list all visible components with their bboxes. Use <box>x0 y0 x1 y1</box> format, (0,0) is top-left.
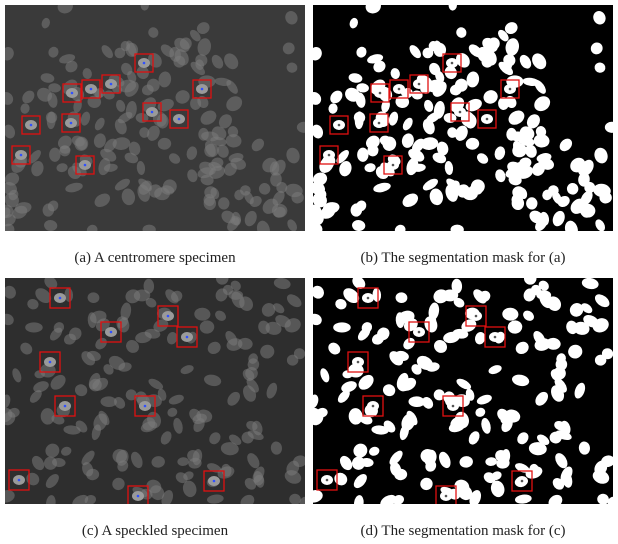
cell-marker <box>398 88 401 91</box>
caption: (c) A speckled specimen <box>82 523 229 539</box>
cell-marker <box>367 297 370 300</box>
cell-marker <box>378 122 381 125</box>
panel-b-mask <box>305 0 618 239</box>
cell-marker <box>186 336 189 339</box>
panel-a-image <box>0 0 311 239</box>
panel-content <box>305 0 618 239</box>
cell-marker <box>451 62 454 65</box>
cell-marker <box>64 405 67 408</box>
cell-marker <box>328 154 331 157</box>
cell-marker <box>70 122 73 125</box>
cell-marker <box>110 83 113 86</box>
cell-marker <box>49 361 52 364</box>
cell-marker <box>18 479 21 482</box>
cell-marker <box>201 88 204 91</box>
cell-marker <box>372 405 375 408</box>
cell-marker <box>486 118 489 121</box>
caption: (d) The segmentation mask for (c) <box>360 523 565 539</box>
cell-marker <box>379 92 382 95</box>
cell-marker <box>326 479 329 482</box>
cell-marker <box>178 118 181 121</box>
cell-marker <box>418 83 421 86</box>
cell-marker <box>521 480 524 483</box>
cell-marker <box>445 495 448 498</box>
cell-marker <box>494 336 497 339</box>
page: (a) A centromere specimen (b) The segmen… <box>0 0 618 544</box>
cell-marker <box>137 495 140 498</box>
panel-c-image <box>0 272 312 512</box>
cell-marker <box>167 315 170 318</box>
cell-marker <box>110 331 113 334</box>
caption: (a) A centromere specimen <box>74 250 236 266</box>
cell-marker <box>475 315 478 318</box>
cell-marker <box>90 88 93 91</box>
cell-marker <box>213 480 216 483</box>
panel-content <box>303 272 618 512</box>
cell-marker <box>418 331 421 334</box>
cell-marker <box>143 62 146 65</box>
figure: (a) A centromere specimen (b) The segmen… <box>0 0 618 544</box>
cell-marker <box>459 111 462 114</box>
cell-marker <box>20 154 23 157</box>
caption: (b) The segmentation mask for (a) <box>360 250 565 266</box>
panel-content <box>0 0 311 239</box>
cell-marker <box>509 88 512 91</box>
cell-marker <box>338 124 341 127</box>
cell-marker <box>84 164 87 167</box>
cell-marker <box>452 405 455 408</box>
cell <box>333 322 351 332</box>
cell-marker <box>392 164 395 167</box>
cell-marker <box>144 405 147 408</box>
cell <box>25 322 43 332</box>
cell-marker <box>357 361 360 364</box>
panel-content <box>0 272 312 512</box>
cell-marker <box>151 111 154 114</box>
cell-marker <box>59 297 62 300</box>
cell-marker <box>71 92 74 95</box>
cell-marker <box>30 124 33 127</box>
panel-d-mask <box>303 272 618 512</box>
